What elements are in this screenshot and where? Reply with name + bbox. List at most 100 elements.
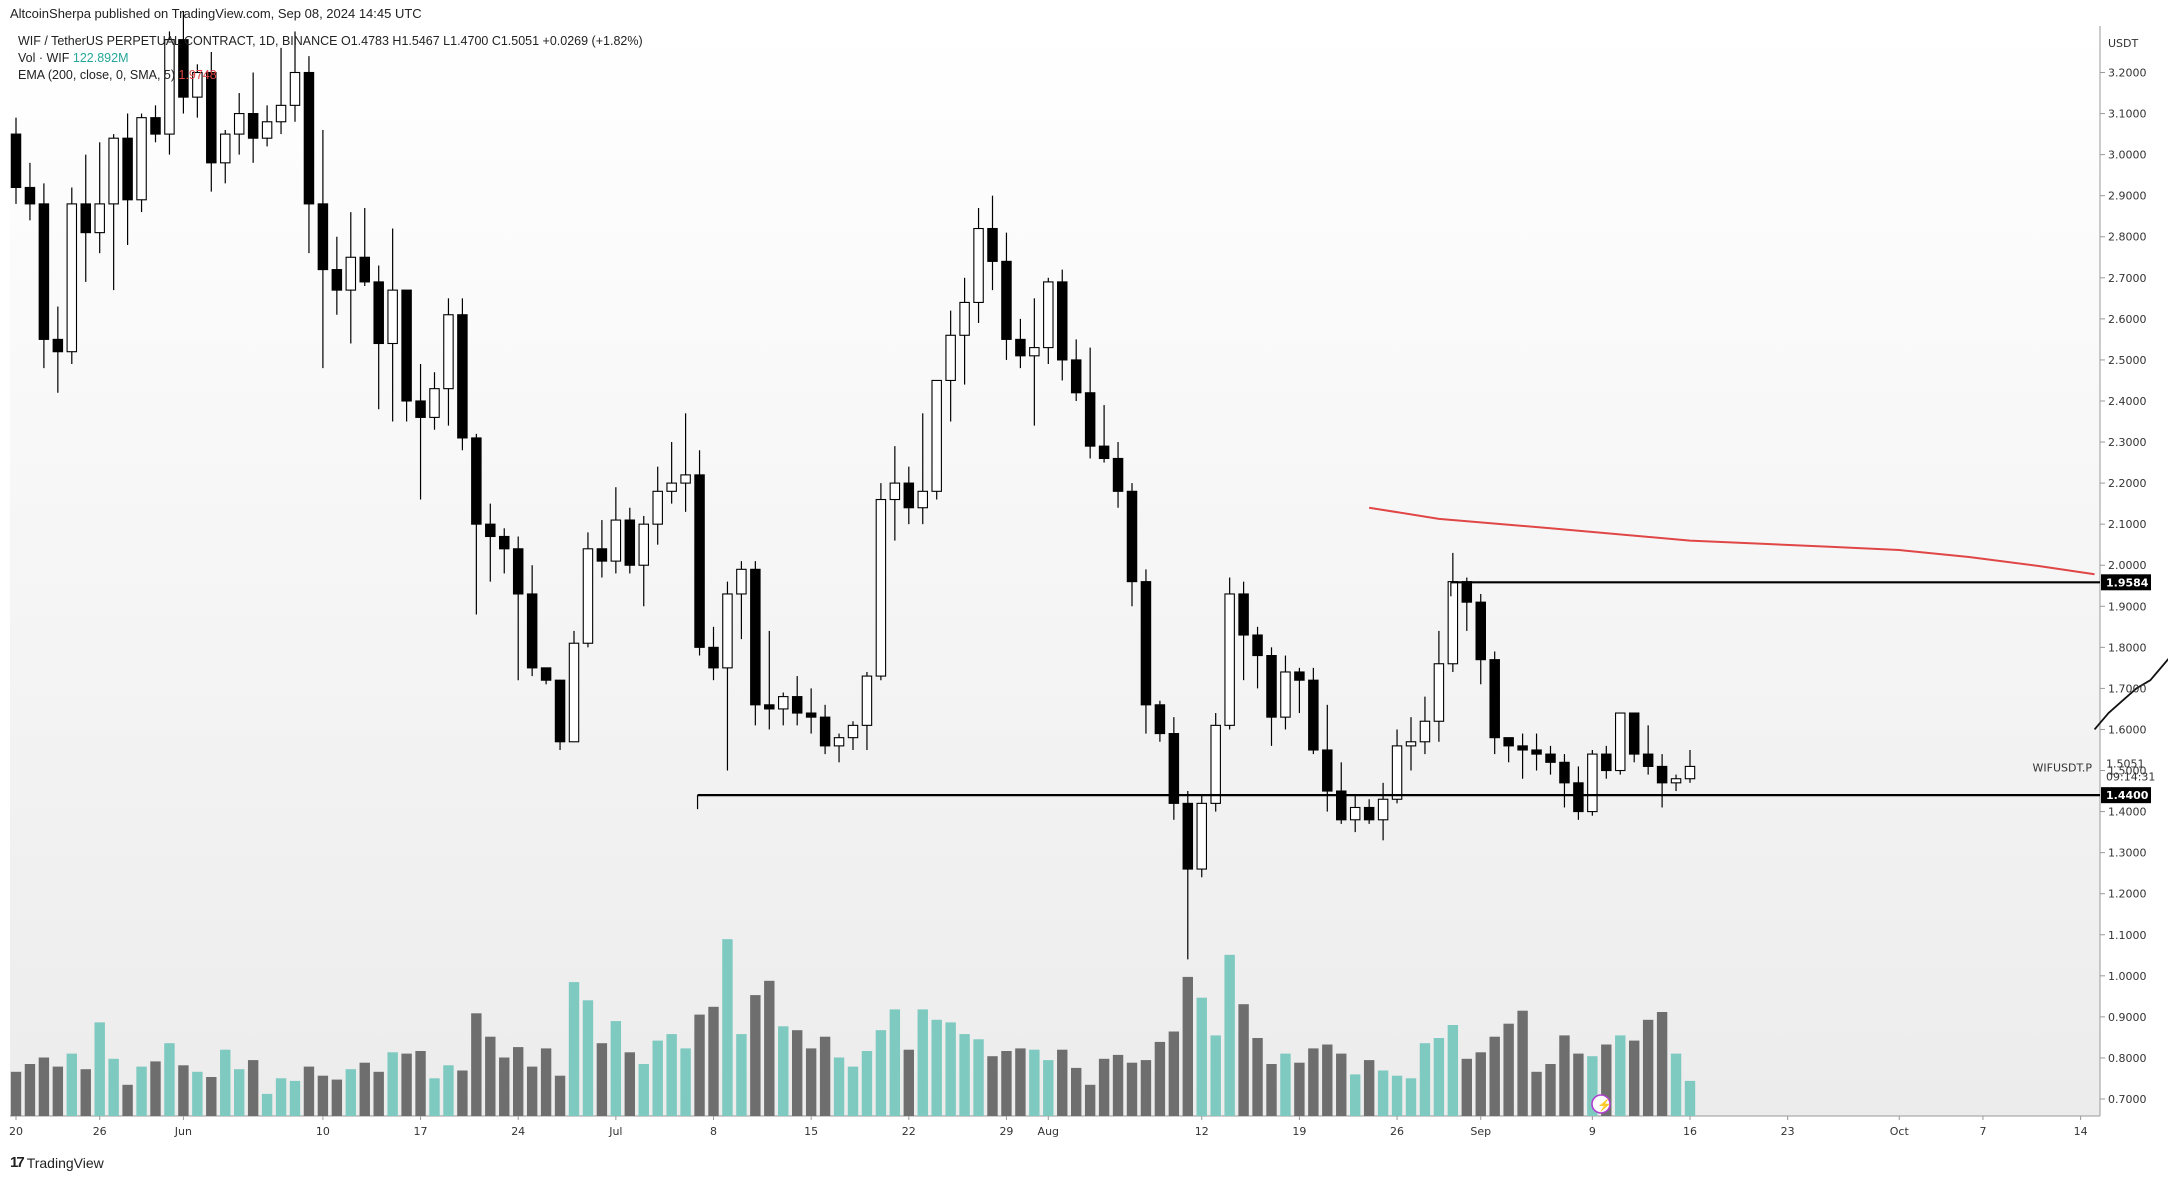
volume-bar [736, 1034, 747, 1116]
candle-body [764, 704, 775, 710]
candle-body [987, 227, 998, 262]
symbol-legend[interactable]: WIF / TetherUS PERPETUAL CONTRACT, 1D, B… [18, 34, 643, 48]
time-axis-label: Oct [1890, 1125, 1910, 1138]
volume-bar [554, 1075, 566, 1116]
candle-body [220, 133, 231, 164]
time-axis-label: 10 [316, 1125, 330, 1138]
volume-bar [861, 1051, 873, 1116]
tradingview-logo[interactable]: 17 TradingView [10, 1154, 104, 1171]
time-axis-label: Aug [1038, 1125, 1059, 1138]
candle-body [1196, 802, 1208, 870]
candle-body [1642, 753, 1654, 767]
volume-bar [1154, 1041, 1166, 1116]
candle-body [638, 523, 649, 566]
volume-bar [1168, 1031, 1180, 1116]
price-axis-label: 0.9000 [2108, 1011, 2147, 1024]
candle-body [429, 388, 440, 418]
volume-bar [66, 1053, 77, 1116]
candle-body [1461, 581, 1473, 603]
volume-bar [750, 995, 761, 1116]
volume-bar [694, 1014, 705, 1116]
time-axis-label: Sep [1470, 1125, 1491, 1138]
candle-body [471, 437, 482, 525]
price-axis-label: 2.3000 [2108, 436, 2147, 449]
volume-bar [1573, 1053, 1584, 1116]
volume-legend[interactable]: Vol · WIF 122.892M [18, 51, 129, 65]
volume-bar [1461, 1058, 1472, 1116]
volume-bar [317, 1075, 329, 1116]
candle-body [415, 400, 426, 418]
volume-bar [1391, 1075, 1403, 1116]
candle-body [1126, 490, 1138, 583]
candle-body [122, 137, 133, 201]
price-axis-unit: USDT [2108, 37, 2139, 50]
price-axis-label: 1.7000 [2108, 682, 2147, 695]
candle-body [652, 490, 663, 525]
candle-body [1419, 720, 1431, 743]
candle-body [1252, 634, 1263, 657]
time-axis-label: 29 [999, 1125, 1013, 1138]
volume-bar [722, 939, 733, 1116]
volume-bar [1377, 1070, 1389, 1116]
volume-bar [959, 1034, 970, 1116]
volume-bar [1043, 1060, 1054, 1116]
price-axis-label: 1.4000 [2108, 806, 2147, 819]
volume-bar [1684, 1080, 1696, 1116]
volume-bar [261, 1093, 273, 1116]
time-axis-label: 8 [710, 1125, 717, 1138]
price-axis-label: 2.0000 [2108, 559, 2147, 572]
time-axis-label: 24 [511, 1125, 525, 1138]
volume-bar [819, 1036, 831, 1116]
time-axis-label: 7 [1979, 1125, 1986, 1138]
volume-bar [471, 1013, 482, 1116]
volume-bar [108, 1058, 119, 1116]
candle-body [973, 227, 984, 303]
candle-body [819, 716, 831, 747]
lightning-icon[interactable] [1591, 1094, 1611, 1114]
volume-bar [1266, 1064, 1277, 1116]
ema-legend[interactable]: EMA (200, close, 0, SMA, 5) 1.9748 [18, 68, 217, 82]
candle-body [457, 314, 468, 439]
volume-bar [778, 1026, 789, 1116]
volume-bar [443, 1065, 454, 1116]
candle-body [1182, 802, 1194, 870]
volume-bar [220, 1049, 231, 1116]
candle-body [1266, 655, 1277, 718]
volume-bar [1587, 1056, 1598, 1116]
time-axis-label: 22 [902, 1125, 916, 1138]
candle-body [945, 334, 956, 381]
volume-bar [415, 1051, 426, 1116]
candle-body [1559, 761, 1570, 784]
candle-body [931, 379, 942, 492]
volume-bar [1419, 1043, 1431, 1116]
candle-body [80, 203, 92, 234]
current-price-label: 1.5051 [2106, 757, 2145, 770]
time-axis-label: 14 [2074, 1125, 2088, 1138]
volume-bar [247, 1060, 259, 1116]
candle-body [1098, 445, 1110, 460]
price-axis-label: 0.7000 [2108, 1093, 2147, 1106]
volume-bar [10, 1071, 22, 1116]
candle-body [1531, 749, 1542, 755]
volume-bar [499, 1057, 510, 1116]
volume-bar [275, 1078, 287, 1116]
candle-body [289, 71, 301, 106]
volume-label: Vol · WIF [18, 51, 70, 65]
candle-body [540, 667, 552, 681]
plot-background [10, 26, 2100, 1116]
candle-body [1363, 806, 1375, 821]
candle-body [1447, 581, 1459, 665]
level-price-label: 1.4400 [2106, 789, 2149, 802]
candle-body [1601, 753, 1612, 772]
time-axis-label: 26 [1390, 1125, 1404, 1138]
volume-bar [1057, 1049, 1068, 1116]
candle-body [1475, 601, 1487, 661]
candle-body [708, 646, 719, 669]
candle-body [1433, 663, 1445, 722]
projection-drawing[interactable] [2093, 565, 2168, 774]
volume-bar [1545, 1064, 1556, 1116]
volume-bar [513, 1047, 524, 1116]
candle-body [680, 474, 691, 484]
price-axis-label: 2.8000 [2108, 231, 2147, 244]
